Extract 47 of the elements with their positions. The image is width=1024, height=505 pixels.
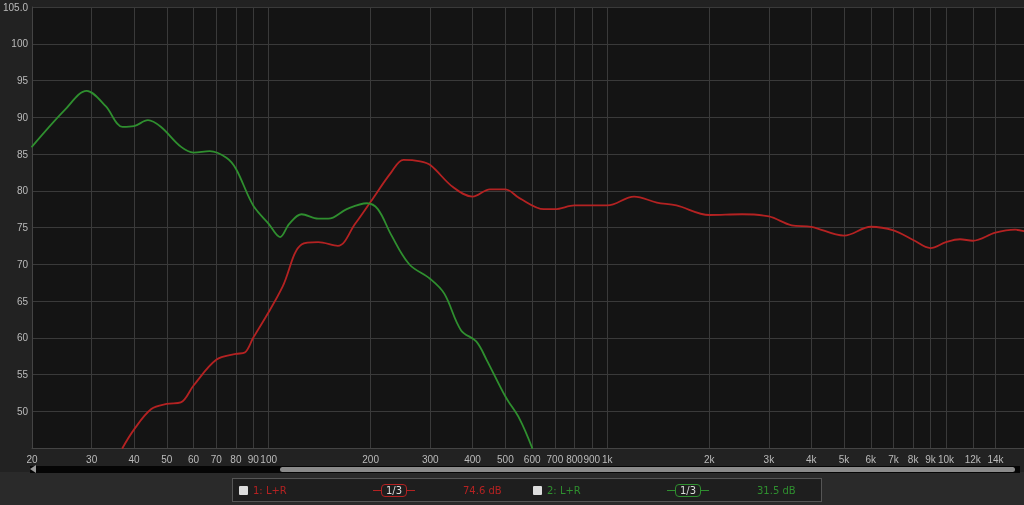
x-tick-label: 4k <box>805 453 818 465</box>
y-tick-label: 105.0 <box>2 1 29 13</box>
x-tick-label: 2k <box>703 453 716 465</box>
x-tick-label: 7k <box>888 453 900 465</box>
x-tick-label: 3k <box>763 453 776 465</box>
x-tick-label: 6k <box>865 453 878 465</box>
text: 1/3 <box>381 483 408 497</box>
text: 1: L+R <box>253 484 288 496</box>
x-tick-label: 400 <box>464 453 482 465</box>
x-tick-label: 300 <box>421 453 440 465</box>
text: 2: L+R <box>547 484 582 496</box>
x-tick-label: 9k <box>925 453 937 465</box>
x-tick-label: 12k <box>964 453 982 465</box>
x-tick-label: 10k <box>937 453 956 465</box>
x-tick-label: 5k <box>838 453 851 465</box>
y-tick-label: 80 <box>16 185 29 197</box>
x-tick-label: 90 <box>247 453 260 465</box>
x-tick-label: 30 <box>86 453 98 465</box>
x-tick-label: 14k <box>987 453 1005 465</box>
x-tick-label: 900 <box>583 453 601 465</box>
y-tick-label: 55 <box>16 369 29 380</box>
y-tick-label: 70 <box>16 258 29 270</box>
x-tick-label: 700 <box>546 453 564 465</box>
x-tick-label: 600 <box>523 453 541 465</box>
text: 31.5 dB <box>757 484 796 496</box>
text: 1/3 <box>675 483 702 497</box>
y-tick-label: 75 <box>16 222 29 233</box>
x-tick-label: 800 <box>566 453 584 465</box>
y-tick-label: 90 <box>16 111 29 123</box>
y-tick-label: 60 <box>16 332 29 344</box>
x-tick-label: 60 <box>188 453 200 465</box>
y-tick-label: 65 <box>16 295 29 307</box>
x-tick-label: 80 <box>230 453 242 465</box>
y-tick-label: 85 <box>16 148 29 160</box>
x-tick-label: 50 <box>161 453 173 465</box>
y-tick-label: 50 <box>16 405 29 417</box>
text: 74.6 dB <box>463 484 502 496</box>
x-tick-label: 20 <box>26 453 39 465</box>
x-tick-label: 40 <box>128 453 140 465</box>
x-tick-label: 70 <box>210 453 223 465</box>
y-tick-label: 95 <box>16 75 29 86</box>
x-tick-label: 1k <box>602 453 614 465</box>
x-tick-label: 500 <box>497 453 515 465</box>
x-tick-label: 200 <box>362 453 380 465</box>
x-tick-label: 8k <box>907 453 920 465</box>
y-tick-label: 100 <box>11 38 29 50</box>
x-tick-label: 100 <box>260 453 278 465</box>
